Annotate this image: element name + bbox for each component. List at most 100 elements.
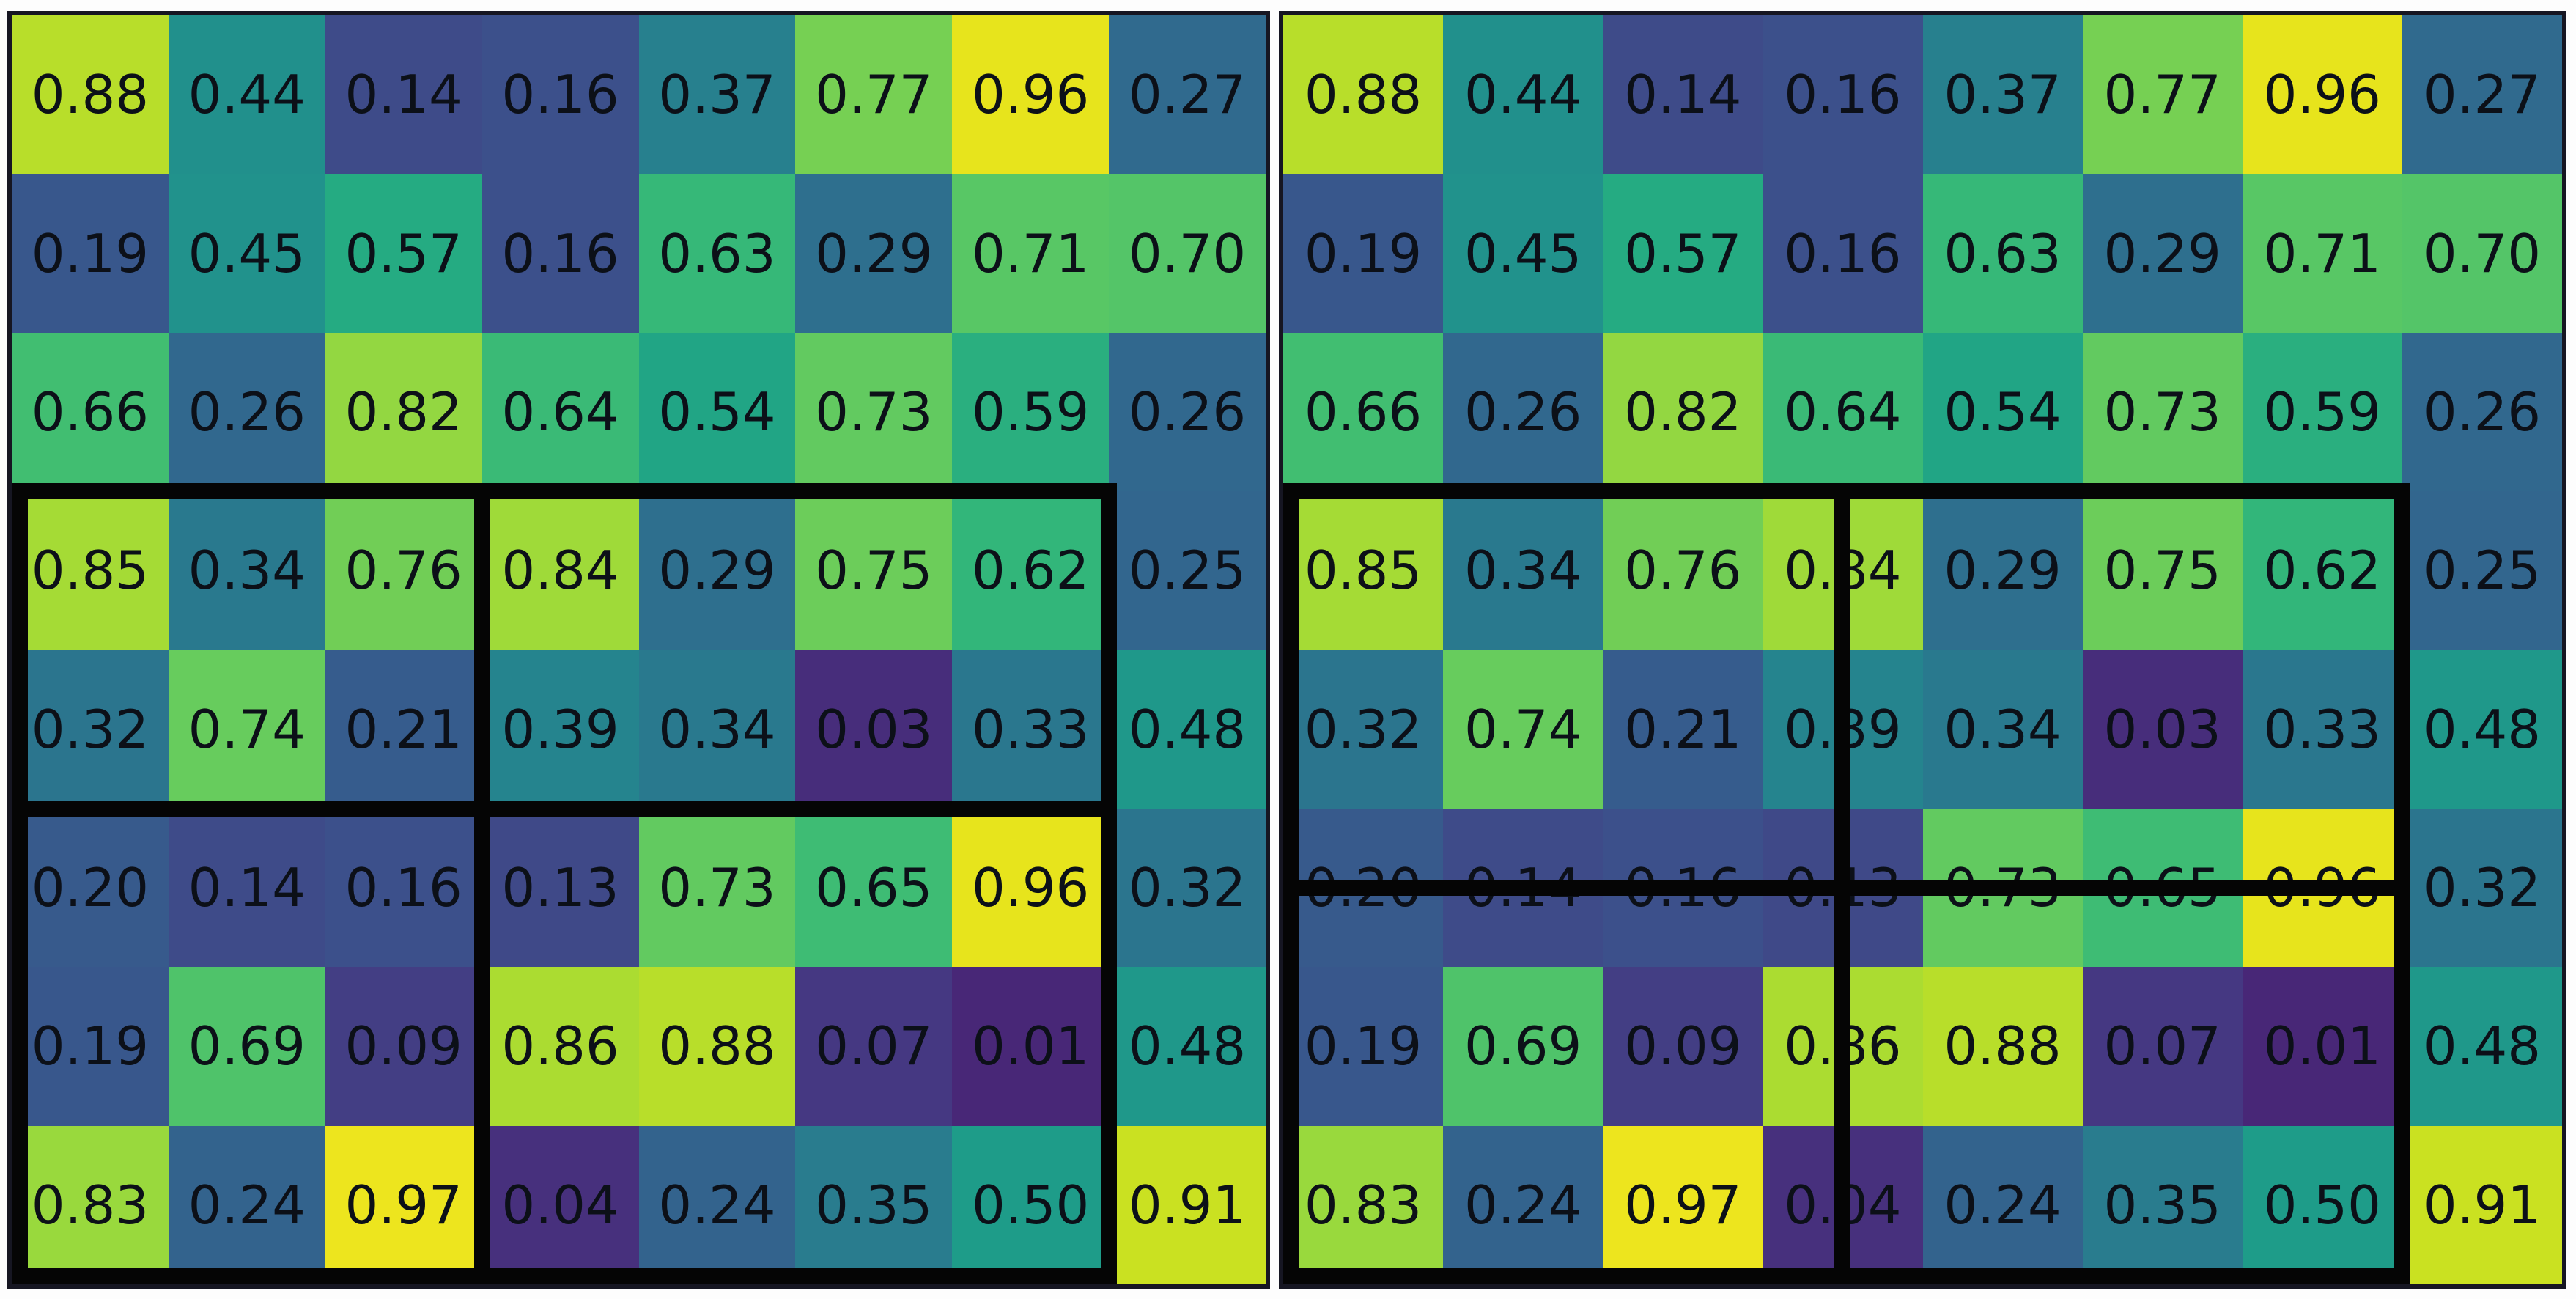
heatmap-cell-r1c3: 0.16	[481, 174, 639, 333]
heatmap-cell-r4c7: 0.48	[2402, 650, 2562, 809]
heatmap-cell-r2c7: 0.26	[2402, 332, 2562, 492]
heatmap-cell-r7c7: 0.91	[1109, 1125, 1266, 1284]
heatmap-cell-r2c4: 0.54	[638, 332, 796, 492]
heatmap-grid-left: 0.88 0.44 0.14 0.16 0.37 0.77 0.96 0.27 0.19 0.45…	[12, 15, 1266, 1284]
heatmap-cell-r0c1: 0.44	[1443, 15, 1603, 174]
heatmap-cell-r5c0: 0.20	[12, 808, 169, 968]
heatmap-cell-r4c2: 0.21	[1603, 650, 1763, 809]
heatmap-cell-r2c6: 0.59	[952, 332, 1110, 492]
heatmap-cell-r5c0: 0.20	[1283, 808, 1444, 968]
heatmap-cell-r5c3: 0.13	[481, 808, 639, 968]
heatmap-cell-r1c5: 0.29	[795, 174, 953, 333]
heatmap-cell-r3c0: 0.85	[12, 491, 169, 650]
heatmap-cell-r4c3: 0.39	[481, 650, 639, 809]
heatmap-cell-r7c7: 0.91	[2402, 1125, 2562, 1284]
heatmap-cell-r3c7: 0.25	[2402, 491, 2562, 650]
heatmap-grid-right: 0.88 0.44 0.14 0.16 0.37 0.77 0.96 0.27 0.19 0.45…	[1283, 15, 2562, 1284]
heatmap-cell-r5c4: 0.73	[1922, 808, 2083, 968]
heatmap-cell-r7c3: 0.04	[1763, 1125, 1923, 1284]
heatmap-cell-r3c1: 0.34	[1443, 491, 1603, 650]
heatmap-cell-r7c2: 0.97	[1603, 1125, 1763, 1284]
heatmap-cell-r5c5: 0.65	[2082, 808, 2243, 968]
heatmap-cell-r1c0: 0.19	[1283, 174, 1444, 333]
heatmap-cell-r0c2: 0.14	[1603, 15, 1763, 174]
heatmap-cell-r1c7: 0.70	[1109, 174, 1266, 333]
heatmap-cell-r2c7: 0.26	[1109, 332, 1266, 492]
heatmap-cell-r0c7: 0.27	[2402, 15, 2562, 174]
heatmap-cell-r1c1: 0.45	[1443, 174, 1603, 333]
heatmap-cell-r2c3: 0.64	[1763, 332, 1923, 492]
heatmap-cell-r3c5: 0.75	[795, 491, 953, 650]
heatmap-cell-r2c3: 0.64	[481, 332, 639, 492]
heatmap-cell-r4c7: 0.48	[1109, 650, 1266, 809]
heatmap-cell-r7c1: 0.24	[1443, 1125, 1603, 1284]
heatmap-cell-r0c4: 0.37	[1922, 15, 2083, 174]
heatmap-cell-r6c1: 0.69	[168, 967, 325, 1126]
heatmap-cell-r2c5: 0.73	[2082, 332, 2243, 492]
heatmap-panel-right: 0.88 0.44 0.14 0.16 0.37 0.77 0.96 0.27 0.19 0.45…	[1279, 11, 2566, 1289]
heatmap-cell-r6c7: 0.48	[2402, 967, 2562, 1126]
heatmap-cell-r0c6: 0.96	[952, 15, 1110, 174]
heatmap-cell-r1c6: 0.71	[952, 174, 1110, 333]
heatmap-cell-r5c5: 0.65	[795, 808, 953, 968]
heatmap-cell-r6c3: 0.86	[481, 967, 639, 1126]
heatmap-cell-r0c3: 0.16	[481, 15, 639, 174]
heatmap-cell-r6c4: 0.88	[638, 967, 796, 1126]
heatmap-cell-r3c2: 0.76	[325, 491, 482, 650]
heatmap-cell-r1c2: 0.57	[325, 174, 482, 333]
heatmap-cell-r6c4: 0.88	[1922, 967, 2083, 1126]
heatmap-cell-r1c5: 0.29	[2082, 174, 2243, 333]
heatmap-cell-r1c3: 0.16	[1763, 174, 1923, 333]
heatmap-cell-r7c5: 0.35	[795, 1125, 953, 1284]
heatmap-cell-r3c1: 0.34	[168, 491, 325, 650]
heatmap-cell-r2c4: 0.54	[1922, 332, 2083, 492]
heatmap-cell-r0c4: 0.37	[638, 15, 796, 174]
heatmap-cell-r3c5: 0.75	[2082, 491, 2243, 650]
heatmap-cell-r6c6: 0.01	[952, 967, 1110, 1126]
heatmap-cell-r0c5: 0.77	[2082, 15, 2243, 174]
heatmap-cell-r1c4: 0.63	[1922, 174, 2083, 333]
heatmap-cell-r3c4: 0.29	[638, 491, 796, 650]
heatmap-cell-r5c1: 0.14	[1443, 808, 1603, 968]
heatmap-cell-r7c2: 0.97	[325, 1125, 482, 1284]
heatmap-cell-r7c5: 0.35	[2082, 1125, 2243, 1284]
heatmap-cell-r5c6: 0.96	[952, 808, 1110, 968]
heatmap-cell-r4c0: 0.32	[12, 650, 169, 809]
heatmap-cell-r2c0: 0.66	[1283, 332, 1444, 492]
heatmap-cell-r0c6: 0.96	[2242, 15, 2402, 174]
heatmap-cell-r4c4: 0.34	[1922, 650, 2083, 809]
heatmap-cell-r4c0: 0.32	[1283, 650, 1444, 809]
heatmap-cell-r4c5: 0.03	[2082, 650, 2243, 809]
heatmap-cell-r4c6: 0.33	[952, 650, 1110, 809]
heatmap-cell-r3c3: 0.84	[481, 491, 639, 650]
heatmap-cell-r0c0: 0.88	[1283, 15, 1444, 174]
heatmap-cell-r2c1: 0.26	[168, 332, 325, 492]
heatmap-cell-r2c2: 0.82	[325, 332, 482, 492]
heatmap-cell-r3c0: 0.85	[1283, 491, 1444, 650]
heatmap-cell-r7c4: 0.24	[638, 1125, 796, 1284]
heatmap-cell-r0c5: 0.77	[795, 15, 953, 174]
heatmap-cell-r6c0: 0.19	[1283, 967, 1444, 1126]
heatmap-cell-r4c1: 0.74	[1443, 650, 1603, 809]
heatmap-cell-r6c5: 0.07	[795, 967, 953, 1126]
heatmap-cell-r5c2: 0.16	[325, 808, 482, 968]
heatmap-cell-r6c2: 0.09	[325, 967, 482, 1126]
heatmap-cell-r3c6: 0.62	[952, 491, 1110, 650]
heatmap-cell-r7c6: 0.50	[2242, 1125, 2402, 1284]
heatmap-cell-r5c3: 0.13	[1763, 808, 1923, 968]
heatmap-cell-r6c6: 0.01	[2242, 967, 2402, 1126]
heatmap-cell-r2c6: 0.59	[2242, 332, 2402, 492]
heatmap-cell-r0c7: 0.27	[1109, 15, 1266, 174]
heatmap-cell-r1c1: 0.45	[168, 174, 325, 333]
heatmap-cell-r5c6: 0.96	[2242, 808, 2402, 968]
heatmap-cell-r2c2: 0.82	[1603, 332, 1763, 492]
heatmap-cell-r4c4: 0.34	[638, 650, 796, 809]
heatmap-cell-r6c0: 0.19	[12, 967, 169, 1126]
heatmap-cell-r5c7: 0.32	[1109, 808, 1266, 968]
heatmap-cell-r1c2: 0.57	[1603, 174, 1763, 333]
heatmap-cell-r4c3: 0.39	[1763, 650, 1923, 809]
heatmap-cell-r1c0: 0.19	[12, 174, 169, 333]
heatmap-cell-r3c4: 0.29	[1922, 491, 2083, 650]
heatmap-cell-r0c2: 0.14	[325, 15, 482, 174]
